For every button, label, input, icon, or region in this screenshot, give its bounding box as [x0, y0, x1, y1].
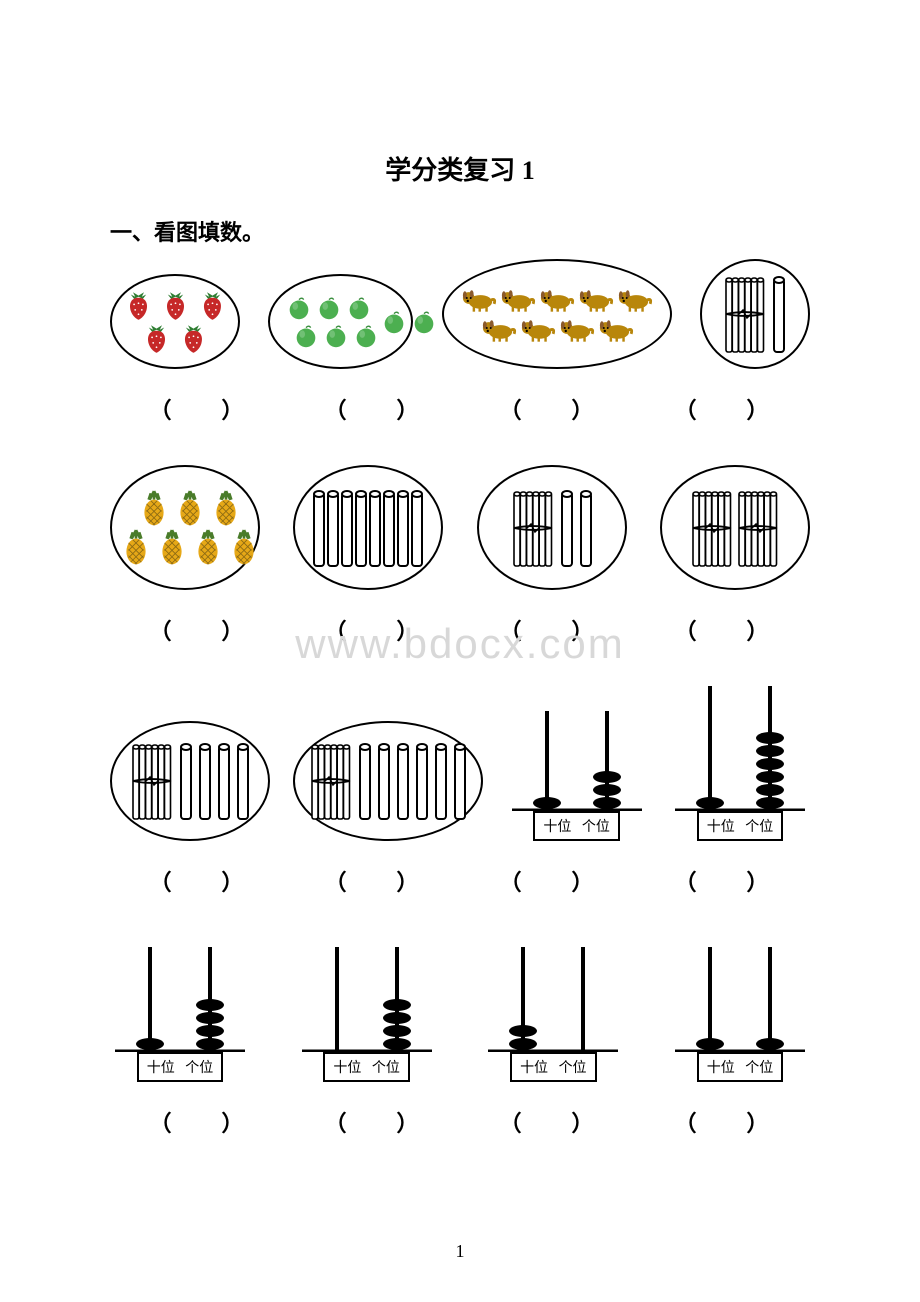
abacus: 十位 个位 [483, 947, 623, 1082]
answer-blank: （ ） [460, 865, 635, 897]
ones-label: 个位 [582, 820, 610, 835]
count-item [268, 274, 413, 369]
tens-label: 十位 [520, 1061, 548, 1076]
count-item: 十位 个位 [670, 686, 810, 841]
bundle-group [700, 259, 810, 369]
dog-group [442, 259, 672, 369]
item-row: 十位 个位 十位 个位 [110, 686, 810, 841]
count-item: 十位 个位 [483, 947, 623, 1082]
blank-row: （ ）（ ）（ ）（ ） [110, 1092, 810, 1138]
abacus: 十位 个位 [670, 686, 810, 841]
tens-label: 十位 [543, 820, 571, 835]
answer-blank: （ ） [635, 1106, 810, 1138]
blank-row: （ ）（ ）（ ）（ ） [110, 851, 810, 897]
abacus-label: 十位 个位 [510, 1052, 597, 1082]
abacus-label: 十位 个位 [137, 1052, 224, 1082]
count-item: 十位 个位 [670, 947, 810, 1082]
abacus-label: 十位 个位 [323, 1052, 410, 1082]
apple-group [268, 274, 413, 369]
count-item [110, 465, 260, 590]
item-row [110, 259, 810, 369]
count-item: 十位 个位 [297, 947, 437, 1082]
ones-label: 个位 [745, 1061, 773, 1076]
ones-label: 个位 [559, 1061, 587, 1076]
tens-label: 十位 [147, 1061, 175, 1076]
page-title: 学分类复习 1 [110, 150, 810, 187]
answer-blank: （ ） [110, 614, 285, 646]
bundle-group [477, 465, 627, 590]
answer-blank: （ ） [635, 865, 810, 897]
ones-label: 个位 [185, 1061, 213, 1076]
blank-row: （ ）（ ）（ ）（ ） [110, 600, 810, 646]
ones-label: 个位 [745, 820, 773, 835]
abacus: 十位 个位 [297, 947, 437, 1082]
count-item: 十位 个位 [507, 711, 647, 841]
answer-blank: （ ） [110, 1106, 285, 1138]
tens-label: 十位 [707, 1061, 735, 1076]
sticks-group [293, 465, 443, 590]
ones-label: 个位 [372, 1061, 400, 1076]
item-row: 十位 个位 十位 个位 十位 个位 [110, 947, 810, 1082]
answer-blank: （ ） [285, 393, 460, 425]
answer-blank: （ ） [110, 865, 285, 897]
answer-blank: （ ） [285, 614, 460, 646]
count-item [700, 259, 810, 369]
count-item: 十位 个位 [110, 947, 250, 1082]
abacus: 十位 个位 [670, 947, 810, 1082]
tens-label: 十位 [707, 820, 735, 835]
abacus-label: 十位 个位 [697, 811, 784, 841]
abacus-label: 十位 个位 [697, 1052, 784, 1082]
count-item [110, 274, 240, 369]
item-row [110, 465, 810, 590]
answer-blank: （ ） [285, 865, 460, 897]
pineapple-group [110, 465, 260, 590]
answer-blank: （ ） [110, 393, 285, 425]
bundle-group [293, 721, 483, 841]
answer-blank: （ ） [460, 1106, 635, 1138]
blank-row: （ ）（ ）（ ）（ ） [110, 379, 810, 425]
count-item [293, 721, 483, 841]
count-item [293, 465, 443, 590]
count-item [442, 259, 672, 369]
bundle-group [110, 721, 270, 841]
count-item [477, 465, 627, 590]
answer-blank: （ ） [460, 614, 635, 646]
answer-blank: （ ） [635, 614, 810, 646]
strawberry-group [110, 274, 240, 369]
count-item [660, 465, 810, 590]
abacus: 十位 个位 [507, 711, 647, 841]
answer-blank: （ ） [285, 1106, 460, 1138]
abacus: 十位 个位 [110, 947, 250, 1082]
section-header: 一、看图填数。 [110, 215, 810, 247]
count-item [110, 721, 270, 841]
bundle-group [660, 465, 810, 590]
tens-label: 十位 [333, 1061, 361, 1076]
answer-blank: （ ） [635, 393, 810, 425]
page-number: 1 [456, 1241, 465, 1262]
answer-blank: （ ） [460, 393, 635, 425]
abacus-label: 十位 个位 [533, 811, 620, 841]
